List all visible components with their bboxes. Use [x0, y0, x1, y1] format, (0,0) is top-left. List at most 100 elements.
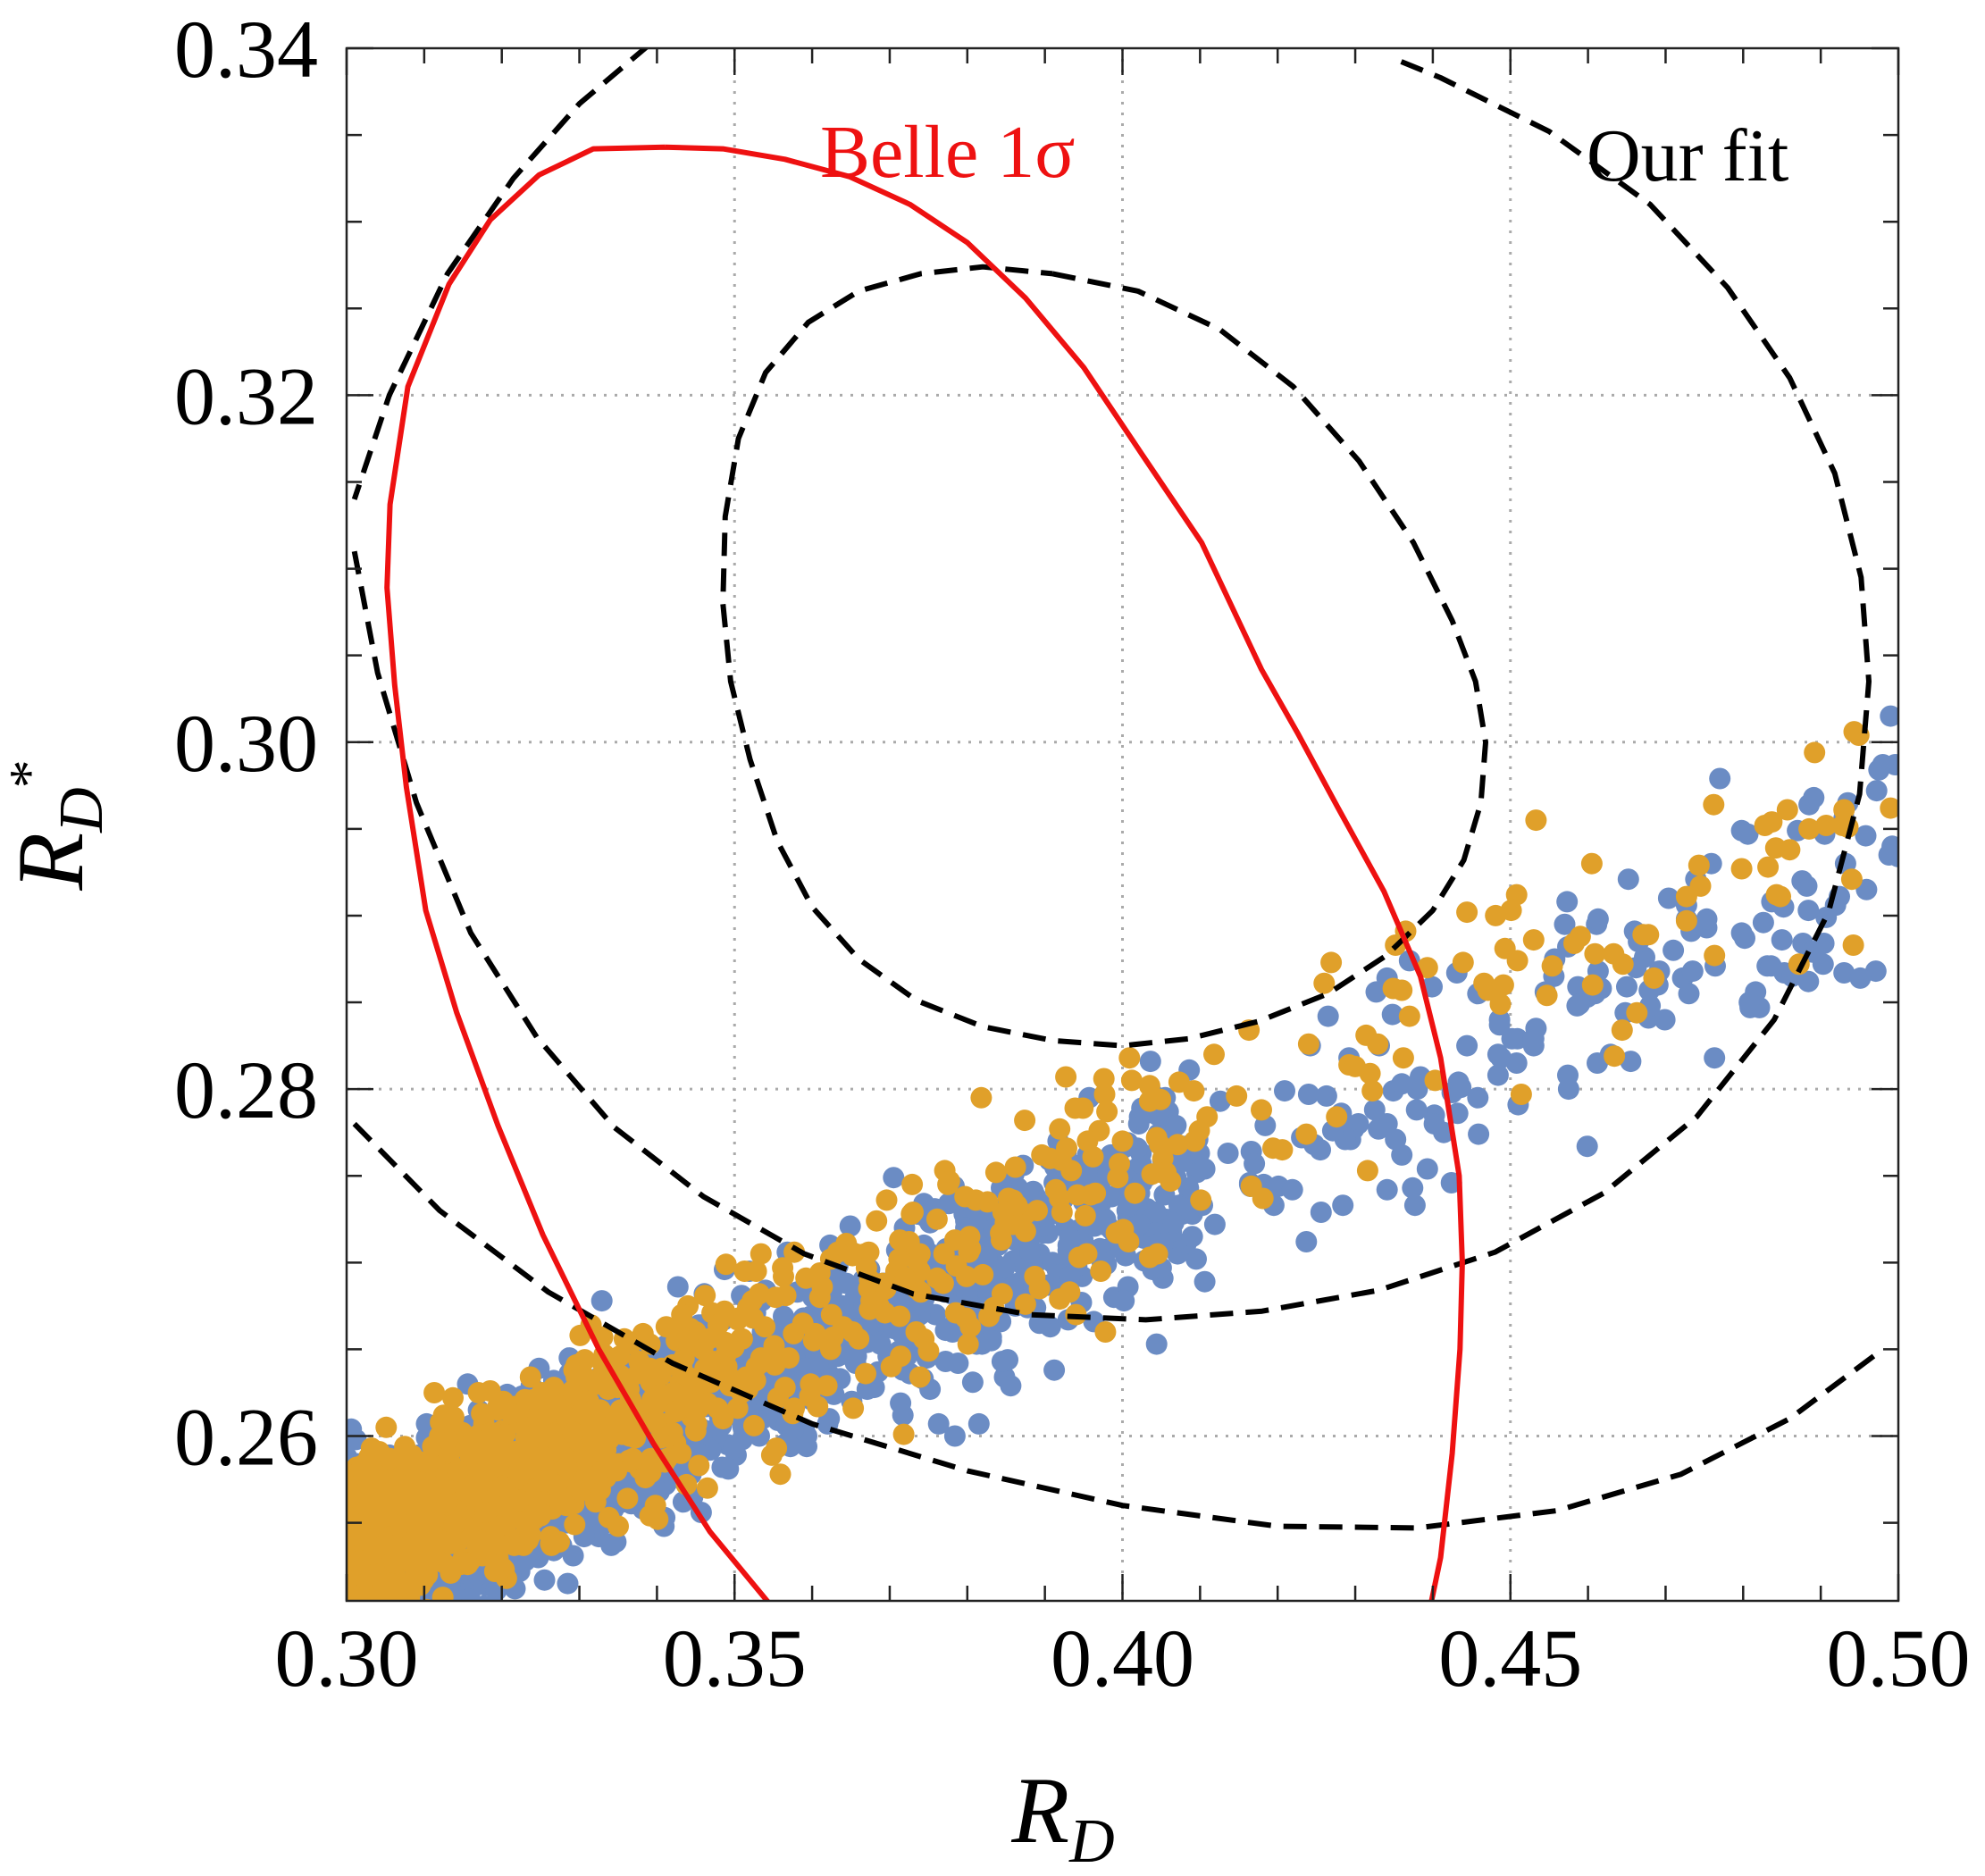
- data-point: [443, 1513, 465, 1536]
- data-point: [961, 1371, 984, 1394]
- data-point: [1203, 1043, 1225, 1066]
- data-point: [1703, 793, 1725, 816]
- data-point: [1488, 1014, 1511, 1036]
- data-point: [431, 1587, 454, 1601]
- data-point: [375, 1416, 398, 1438]
- data-point: [436, 1428, 458, 1451]
- data-point: [1124, 1182, 1146, 1204]
- data-point: [696, 1477, 718, 1499]
- data-point: [892, 1404, 914, 1427]
- data-point: [1067, 1184, 1089, 1206]
- data-point: [1737, 823, 1759, 845]
- data-point: [1757, 856, 1780, 878]
- data-point: [1014, 1293, 1036, 1315]
- data-point: [495, 1444, 517, 1466]
- data-point: [826, 1241, 849, 1263]
- data-point: [1880, 705, 1898, 727]
- data-point: [954, 1185, 976, 1208]
- data-point: [1843, 721, 1865, 743]
- data-point: [883, 1167, 905, 1189]
- data-point: [616, 1487, 639, 1510]
- data-point: [1678, 983, 1700, 1005]
- data-point: [1603, 942, 1625, 965]
- data-point: [1381, 1003, 1403, 1026]
- data-point: [1093, 1084, 1116, 1105]
- data-point: [1626, 1001, 1648, 1024]
- data-point: [491, 1557, 514, 1579]
- data-point: [1584, 942, 1606, 965]
- data-point: [373, 1587, 395, 1601]
- data-point: [549, 1531, 570, 1553]
- data-point: [1049, 1288, 1071, 1311]
- data-point: [608, 1345, 631, 1368]
- data-point: [889, 1229, 911, 1252]
- data-point: [1203, 1213, 1226, 1235]
- data-point: [1581, 974, 1604, 996]
- data-point: [791, 1312, 814, 1335]
- data-point: [1738, 992, 1761, 1013]
- data-point: [1144, 1202, 1167, 1223]
- data-point: [1113, 1290, 1135, 1312]
- data-point: [750, 1243, 772, 1265]
- data-point: [959, 1316, 982, 1338]
- data-point: [942, 1321, 964, 1343]
- data-point: [347, 1486, 362, 1508]
- data-point: [684, 1420, 707, 1442]
- data-point: [1450, 1076, 1472, 1099]
- contour-lines: [351, 48, 1885, 1601]
- data-point: [470, 1537, 492, 1560]
- data-point: [1356, 1160, 1378, 1182]
- data-point: [1240, 1175, 1262, 1197]
- data-point: [1797, 900, 1820, 922]
- data-point: [699, 1353, 721, 1374]
- data-point: [556, 1456, 578, 1478]
- data-point: [743, 1414, 765, 1436]
- data-point: [1155, 1161, 1177, 1184]
- data-point: [892, 1423, 915, 1445]
- data-point: [494, 1423, 516, 1445]
- data-point: [1688, 854, 1710, 876]
- data-point: [1643, 967, 1665, 989]
- data-point: [1771, 929, 1793, 951]
- data-point: [1406, 1078, 1428, 1101]
- data-point: [1297, 1033, 1319, 1055]
- data-point: [1363, 1099, 1386, 1121]
- data-point: [440, 1562, 462, 1584]
- data-point: [1055, 1066, 1077, 1088]
- data-point: [991, 1283, 1013, 1305]
- data-point: [1361, 1080, 1384, 1102]
- data-point: [938, 1170, 960, 1193]
- data-point: [1392, 1047, 1414, 1069]
- data-point: [641, 1388, 664, 1411]
- data-point: [479, 1380, 501, 1402]
- data-point: [523, 1508, 546, 1530]
- data-point: [1840, 868, 1863, 891]
- data-point: [802, 1329, 825, 1352]
- data-point: [1332, 1194, 1354, 1217]
- data-point: [1326, 1106, 1348, 1128]
- data-point: [1074, 1204, 1096, 1227]
- data-point: [1604, 1045, 1626, 1068]
- data-point: [1456, 1034, 1478, 1057]
- data-point: [970, 1086, 992, 1109]
- data-point: [1764, 837, 1787, 859]
- data-point: [860, 1290, 883, 1312]
- data-point: [947, 1353, 969, 1374]
- data-point: [533, 1569, 556, 1591]
- data-point: [733, 1260, 756, 1282]
- data-point: [1815, 815, 1838, 836]
- data-point: [1120, 1069, 1143, 1092]
- data-point: [1510, 1084, 1532, 1105]
- data-point: [1611, 1019, 1633, 1042]
- y-axis-title: RD*: [0, 762, 116, 891]
- data-point: [1051, 1202, 1073, 1223]
- data-point: [1076, 1243, 1098, 1265]
- data-point: [1580, 852, 1603, 875]
- data-point: [1657, 887, 1679, 909]
- data-point: [1473, 972, 1495, 994]
- data-point: [766, 1437, 788, 1460]
- data-point: [519, 1366, 541, 1388]
- data-point: [1039, 1147, 1061, 1169]
- data-point: [715, 1253, 737, 1276]
- data-point: [1456, 901, 1478, 924]
